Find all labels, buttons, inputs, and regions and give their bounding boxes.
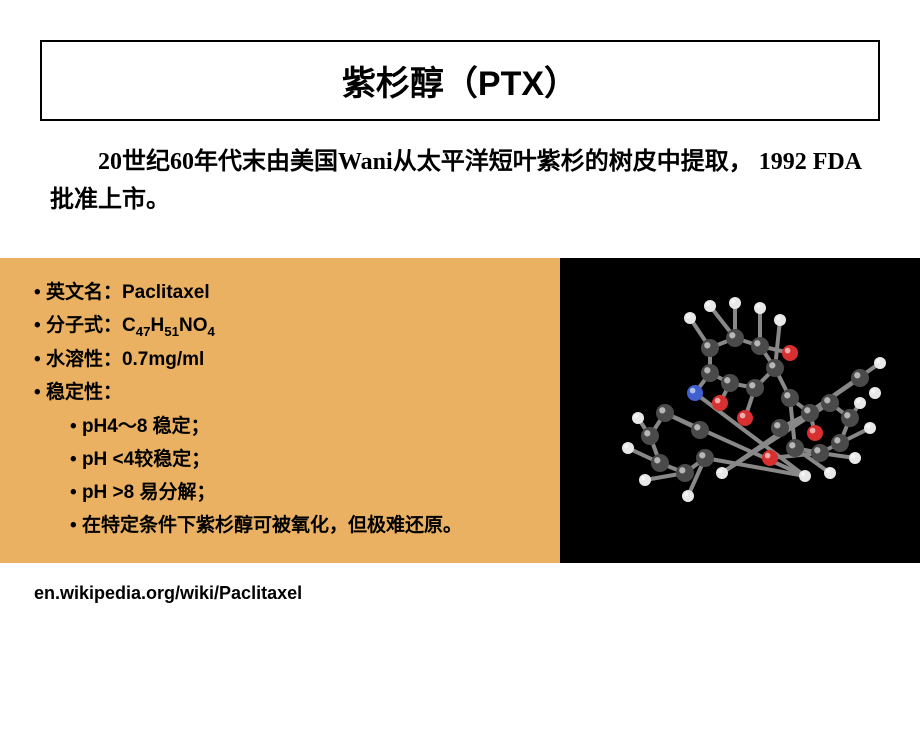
label: 水溶性： bbox=[46, 349, 122, 370]
stability-item: pH >8 易分解； bbox=[70, 476, 546, 509]
info-english-name: 英文名：Paclitaxel bbox=[34, 276, 546, 309]
page-title: 紫杉醇（PTX） bbox=[42, 56, 878, 105]
intro-text: 20世纪60年代末由美国Wani从太平洋短叶紫杉的树皮中提取， 1992 FDA… bbox=[50, 143, 870, 220]
title-container: 紫杉醇（PTX） bbox=[40, 40, 880, 121]
info-panel: 英文名：Paclitaxel 分子式：C47H51NO4 水溶性：0.7mg/m… bbox=[0, 258, 560, 563]
citation: en.wikipedia.org/wiki/Paclitaxel bbox=[34, 583, 920, 604]
value: 0.7mg/ml bbox=[122, 349, 204, 370]
info-formula: 分子式：C47H51NO4 bbox=[34, 309, 546, 343]
content-row: 英文名：Paclitaxel 分子式：C47H51NO4 水溶性：0.7mg/m… bbox=[0, 258, 920, 563]
stability-item: pH4～8 稳定； bbox=[70, 410, 546, 443]
stability-item: 在特定条件下紫杉醇可被氧化，但极难还原。 bbox=[70, 509, 546, 542]
label: 稳定性： bbox=[46, 382, 122, 403]
label: 分子式： bbox=[46, 315, 122, 336]
formula-value: C47H51NO4 bbox=[122, 315, 215, 336]
label: 英文名： bbox=[46, 282, 122, 303]
molecule-image bbox=[560, 258, 920, 563]
stability-sublist: pH4～8 稳定；pH <4较稳定；pH >8 易分解；在特定条件下紫杉醇可被氧… bbox=[70, 410, 546, 543]
info-stability: 稳定性： pH4～8 稳定；pH <4较稳定；pH >8 易分解；在特定条件下紫… bbox=[34, 376, 546, 542]
molecule-svg bbox=[560, 258, 920, 563]
info-solubility: 水溶性：0.7mg/ml bbox=[34, 343, 546, 376]
stability-item: pH <4较稳定； bbox=[70, 443, 546, 476]
info-list: 英文名：Paclitaxel 分子式：C47H51NO4 水溶性：0.7mg/m… bbox=[34, 276, 546, 543]
value: Paclitaxel bbox=[122, 282, 210, 303]
